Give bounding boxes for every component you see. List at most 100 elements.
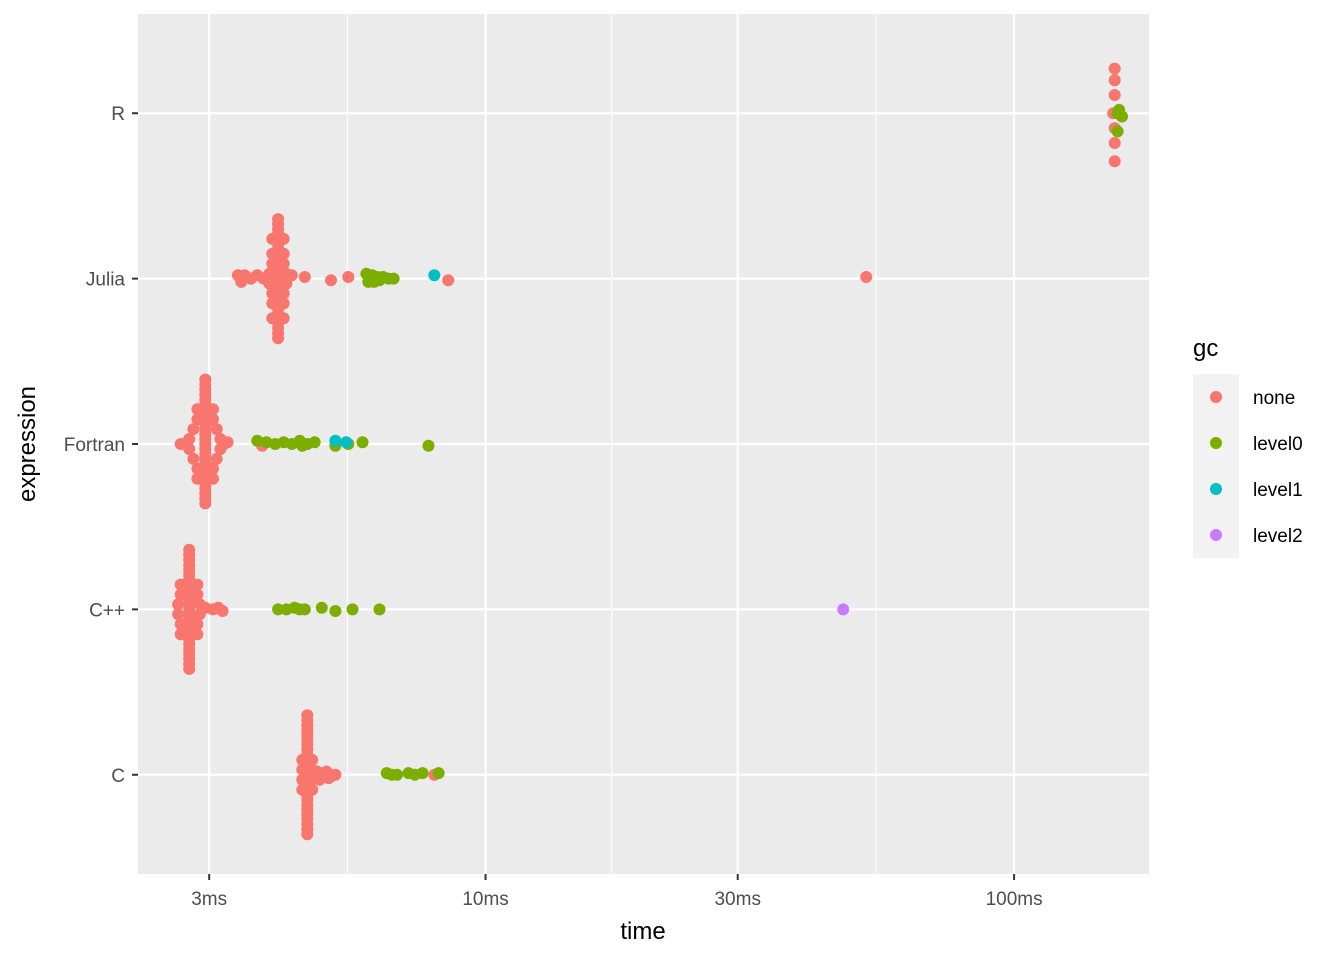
legend-key-background (1193, 374, 1239, 558)
data-point-c-none (301, 828, 314, 841)
y-tick-label: Julia (86, 270, 126, 291)
data-point-fortran-level1 (340, 436, 353, 449)
data-point-julia-none (266, 287, 279, 300)
y-axis: C C++ Fortran Julia R (64, 104, 138, 787)
data-point-julia-none (266, 257, 279, 270)
data-point-c-none (296, 763, 309, 776)
data-point-julia-none (298, 271, 311, 283)
data-point-cpp-none (174, 588, 187, 601)
data-point-julia-none (277, 312, 290, 325)
data-point-c-none (296, 783, 309, 796)
data-point-julia-none (266, 312, 279, 325)
data-point-julia-none (277, 297, 290, 310)
data-point-cpp-none (191, 618, 204, 631)
data-point-r-level0 (1116, 110, 1128, 123)
legend-key-level1 (1210, 483, 1222, 495)
data-point-fortran-level0 (308, 436, 321, 449)
data-point-fortran-none (210, 423, 223, 436)
data-point-r-level0 (1111, 125, 1124, 138)
data-point-julia-none (285, 269, 298, 282)
data-point-cpp-level0 (373, 603, 386, 616)
data-point-c-level0 (391, 768, 403, 781)
data-point-cpp-none (191, 578, 204, 591)
y-tick-label: C++ (89, 600, 125, 621)
y-tick-label: Fortran (64, 435, 125, 456)
data-point-fortran-level0 (251, 434, 264, 447)
data-point-c-none (306, 783, 319, 796)
data-point-fortran-none (187, 423, 200, 436)
data-point-r-none (1108, 62, 1121, 75)
data-point-julia-none (266, 232, 279, 245)
data-point-c-level0 (432, 767, 445, 780)
data-point-cpp-none (172, 598, 185, 611)
data-point-julia-none (266, 247, 279, 260)
data-point-c-none (306, 753, 319, 766)
data-point-fortran-level0 (296, 439, 309, 452)
data-point-cpp-level0 (315, 601, 328, 614)
data-point-cpp-none (191, 588, 204, 601)
data-point-julia-level0 (368, 275, 380, 288)
legend: gc none level0 level1 level2 (1193, 335, 1303, 558)
data-point-fortran-none (210, 452, 223, 465)
legend-label-level2: level2 (1253, 526, 1303, 547)
legend-title: gc (1193, 335, 1218, 362)
x-tick-label: 3ms (191, 889, 227, 910)
data-point-julia-none (272, 332, 285, 345)
data-point-c-none (322, 772, 335, 785)
data-point-julia-none (257, 272, 270, 285)
x-tick-label: 30ms (714, 889, 760, 910)
data-point-r-none (1108, 155, 1121, 168)
data-point-julia-none (277, 287, 290, 300)
data-point-fortran-level0 (422, 439, 435, 452)
data-point-fortran-none (187, 452, 200, 465)
data-point-cpp-none (216, 605, 229, 617)
data-point-fortran-none (207, 403, 219, 416)
legend-key-level0 (1210, 437, 1222, 449)
data-point-c-level0 (416, 767, 429, 780)
data-point-r-none (1108, 74, 1121, 87)
data-points (172, 62, 1128, 841)
data-point-fortran-none (191, 462, 204, 475)
data-point-fortran-none (221, 436, 234, 449)
data-point-julia-none (860, 271, 873, 283)
data-point-r-none (1108, 89, 1121, 101)
data-point-fortran-none (191, 403, 204, 416)
data-point-cpp-none (174, 618, 187, 631)
data-point-julia-none (235, 275, 248, 288)
legend-label-none: none (1253, 388, 1295, 409)
x-tick-label: 10ms (462, 889, 508, 910)
data-point-fortran-none (191, 472, 204, 485)
data-point-fortran-none (199, 497, 212, 510)
data-point-fortran-none (207, 472, 219, 485)
data-point-c-none (296, 773, 309, 786)
data-point-cpp-none (174, 578, 187, 591)
data-point-fortran-none (191, 413, 204, 426)
data-point-fortran-level1 (329, 434, 342, 447)
y-tick-label: C (111, 766, 125, 787)
data-point-fortran-none (174, 438, 187, 450)
data-point-cpp-none (191, 628, 204, 641)
data-point-cpp-level0 (298, 603, 311, 616)
x-axis-title: time (620, 918, 665, 945)
data-point-julia-none (342, 271, 355, 283)
data-point-cpp-level0 (329, 605, 342, 617)
legend-label-level1: level1 (1253, 480, 1303, 501)
data-point-cpp-none (172, 608, 185, 621)
data-point-cpp-none (183, 662, 196, 675)
legend-key-none (1210, 391, 1222, 403)
data-point-julia-none (442, 274, 455, 287)
data-point-julia-none (277, 232, 290, 245)
data-point-c-none (313, 773, 326, 786)
x-axis: 3ms 10ms 30ms 100ms (191, 874, 1043, 910)
data-point-julia-level1 (428, 269, 441, 282)
data-point-julia-none (277, 247, 290, 260)
data-point-fortran-level0 (356, 436, 369, 449)
data-point-r-none (1108, 137, 1121, 149)
y-axis-title: expression (14, 386, 41, 502)
legend-key-level2 (1210, 529, 1222, 541)
data-point-cpp-level0 (272, 603, 285, 616)
data-point-julia-none (277, 257, 290, 270)
y-tick-label: R (111, 104, 125, 125)
data-point-cpp-level0 (346, 603, 359, 616)
